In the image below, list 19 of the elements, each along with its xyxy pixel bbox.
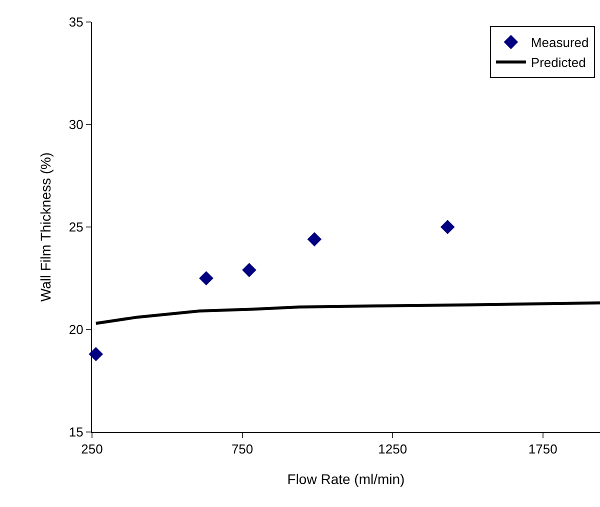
point bbox=[307, 232, 322, 246]
point bbox=[199, 271, 214, 286]
y-tick-label: 30 bbox=[68, 117, 84, 132]
y-tick-label: 35 bbox=[68, 14, 84, 30]
y-tick-label: 15 bbox=[68, 424, 84, 440]
y-tick-label: 25 bbox=[68, 220, 84, 235]
point bbox=[440, 220, 455, 234]
point bbox=[88, 346, 104, 362]
line-series bbox=[94, 301, 600, 325]
x-tick-label: 750 bbox=[231, 442, 254, 457]
x-tick-label: 1750 bbox=[528, 442, 558, 457]
y-tick-label: 20 bbox=[68, 322, 84, 338]
x-tick-label: 250 bbox=[81, 442, 103, 457]
y-axis-title: Wall Film Thickness (%) bbox=[38, 152, 54, 302]
x-axis-title: Flow Rate (ml/min) bbox=[287, 470, 405, 487]
point bbox=[242, 262, 256, 278]
legend-label: Predicted bbox=[530, 55, 586, 70]
x-tick-label: 1250 bbox=[378, 442, 408, 457]
legend-label: Measured bbox=[530, 35, 589, 50]
